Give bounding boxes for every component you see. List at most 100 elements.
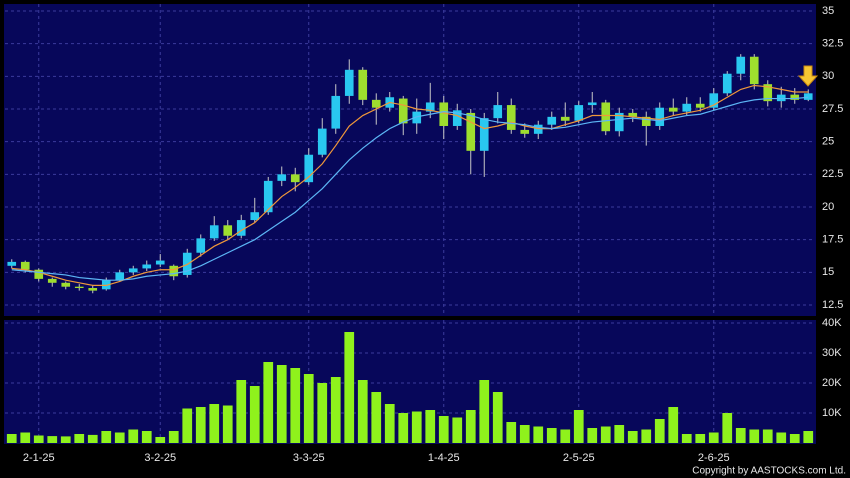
volume-bar: [681, 434, 692, 443]
candle-body: [547, 116, 557, 125]
candle-body: [439, 102, 449, 126]
candle-body: [574, 105, 584, 121]
volume-bar: [168, 431, 179, 443]
candle-body: [304, 154, 314, 183]
y-tick-label: 20K: [822, 377, 842, 389]
volume-bar: [317, 383, 328, 443]
candle-body: [763, 84, 773, 102]
candle-body: [371, 99, 381, 108]
volume-bar: [641, 429, 652, 443]
volume-bar: [101, 431, 112, 443]
candle-body: [196, 238, 206, 253]
volume-bar: [735, 428, 746, 443]
candle-body: [466, 112, 476, 151]
candle-body: [74, 286, 84, 289]
volume-bar: [452, 417, 463, 443]
volume-bar: [776, 432, 787, 443]
candle-body: [263, 180, 273, 213]
volume-bar: [533, 426, 544, 443]
volume-bar: [600, 426, 611, 443]
volume-bar: [182, 408, 193, 443]
volume-bar: [587, 428, 598, 443]
candle-body: [722, 73, 732, 94]
candle-body: [493, 105, 503, 119]
volume-bar: [789, 434, 800, 443]
volume-bar: [222, 405, 233, 443]
y-tick-label: 40K: [822, 317, 842, 329]
candle-body: [398, 98, 408, 124]
volume-bar: [560, 429, 571, 443]
y-tick-label: 27.5: [822, 103, 843, 115]
volume-bar: [33, 435, 44, 443]
candle-body: [533, 124, 543, 134]
y-tick-label: 22.5: [822, 168, 843, 180]
moving-average-line: [11, 96, 809, 281]
volume-bar: [411, 411, 422, 443]
candle-body: [736, 56, 746, 74]
volume-bar: [546, 428, 557, 443]
candle-body: [709, 93, 719, 108]
volume-bar: [357, 380, 368, 443]
volume-bar: [87, 434, 98, 443]
volume-bar: [654, 419, 665, 443]
volume-bar: [627, 431, 638, 443]
candle-body: [169, 265, 179, 277]
candle-body: [277, 174, 287, 181]
volume-bar: [438, 416, 449, 443]
candle-body: [317, 128, 327, 155]
candle-body: [412, 111, 422, 124]
candle-body: [7, 261, 17, 266]
candle-body: [47, 278, 57, 283]
copyright: Copyright by AASTOCKS.com Ltd.: [692, 466, 846, 477]
volume-bar: [762, 429, 773, 443]
candle-body: [601, 102, 611, 132]
volume-bar: [209, 404, 220, 443]
volume-bar: [479, 380, 490, 443]
y-tick-label: 15: [822, 266, 834, 278]
candle-body: [776, 94, 786, 102]
volume-bar: [303, 374, 314, 443]
candle-body: [236, 220, 246, 236]
arrow-icon: [797, 65, 819, 87]
candle-body: [628, 112, 638, 117]
y-tick-label: 12.5: [822, 299, 843, 311]
moving-average-line: [11, 84, 809, 286]
candle-body: [520, 129, 530, 134]
candle-body: [790, 94, 800, 100]
volume-bar: [276, 365, 287, 443]
candle-body: [506, 105, 516, 130]
candle-body: [290, 174, 300, 183]
y-tick-label: 17.5: [822, 234, 843, 246]
candle-body: [331, 95, 341, 129]
candle-body: [641, 116, 651, 126]
volume-panel: [4, 320, 816, 444]
volume-bar: [60, 436, 71, 443]
volume-bar: [614, 425, 625, 443]
candle-body: [88, 288, 98, 291]
volume-bar: [492, 392, 503, 443]
volume-bar: [519, 425, 530, 443]
volume-bar: [290, 368, 301, 443]
price-panel: [4, 4, 816, 316]
y-tick-label: 20: [822, 201, 834, 213]
candle-body: [34, 269, 44, 279]
volume-bar: [128, 429, 139, 443]
candle-body: [682, 103, 692, 112]
candle-body: [803, 93, 813, 100]
candle-body: [101, 280, 111, 290]
volume-bar: [20, 432, 31, 443]
volume-bar: [425, 410, 436, 443]
volume-bar: [74, 434, 85, 443]
x-tick-label: 2-6-25: [698, 452, 730, 464]
candle-body: [61, 282, 71, 287]
candle-body: [115, 272, 125, 281]
x-tick-label: 2-1-25: [23, 452, 55, 464]
candle-body: [250, 212, 260, 221]
y-tick-label: 35: [822, 5, 834, 17]
candle-body: [142, 264, 152, 269]
y-tick-label: 25: [822, 136, 834, 148]
candle-body: [614, 112, 624, 132]
volume-bar: [749, 429, 760, 443]
candle-body: [587, 102, 597, 106]
